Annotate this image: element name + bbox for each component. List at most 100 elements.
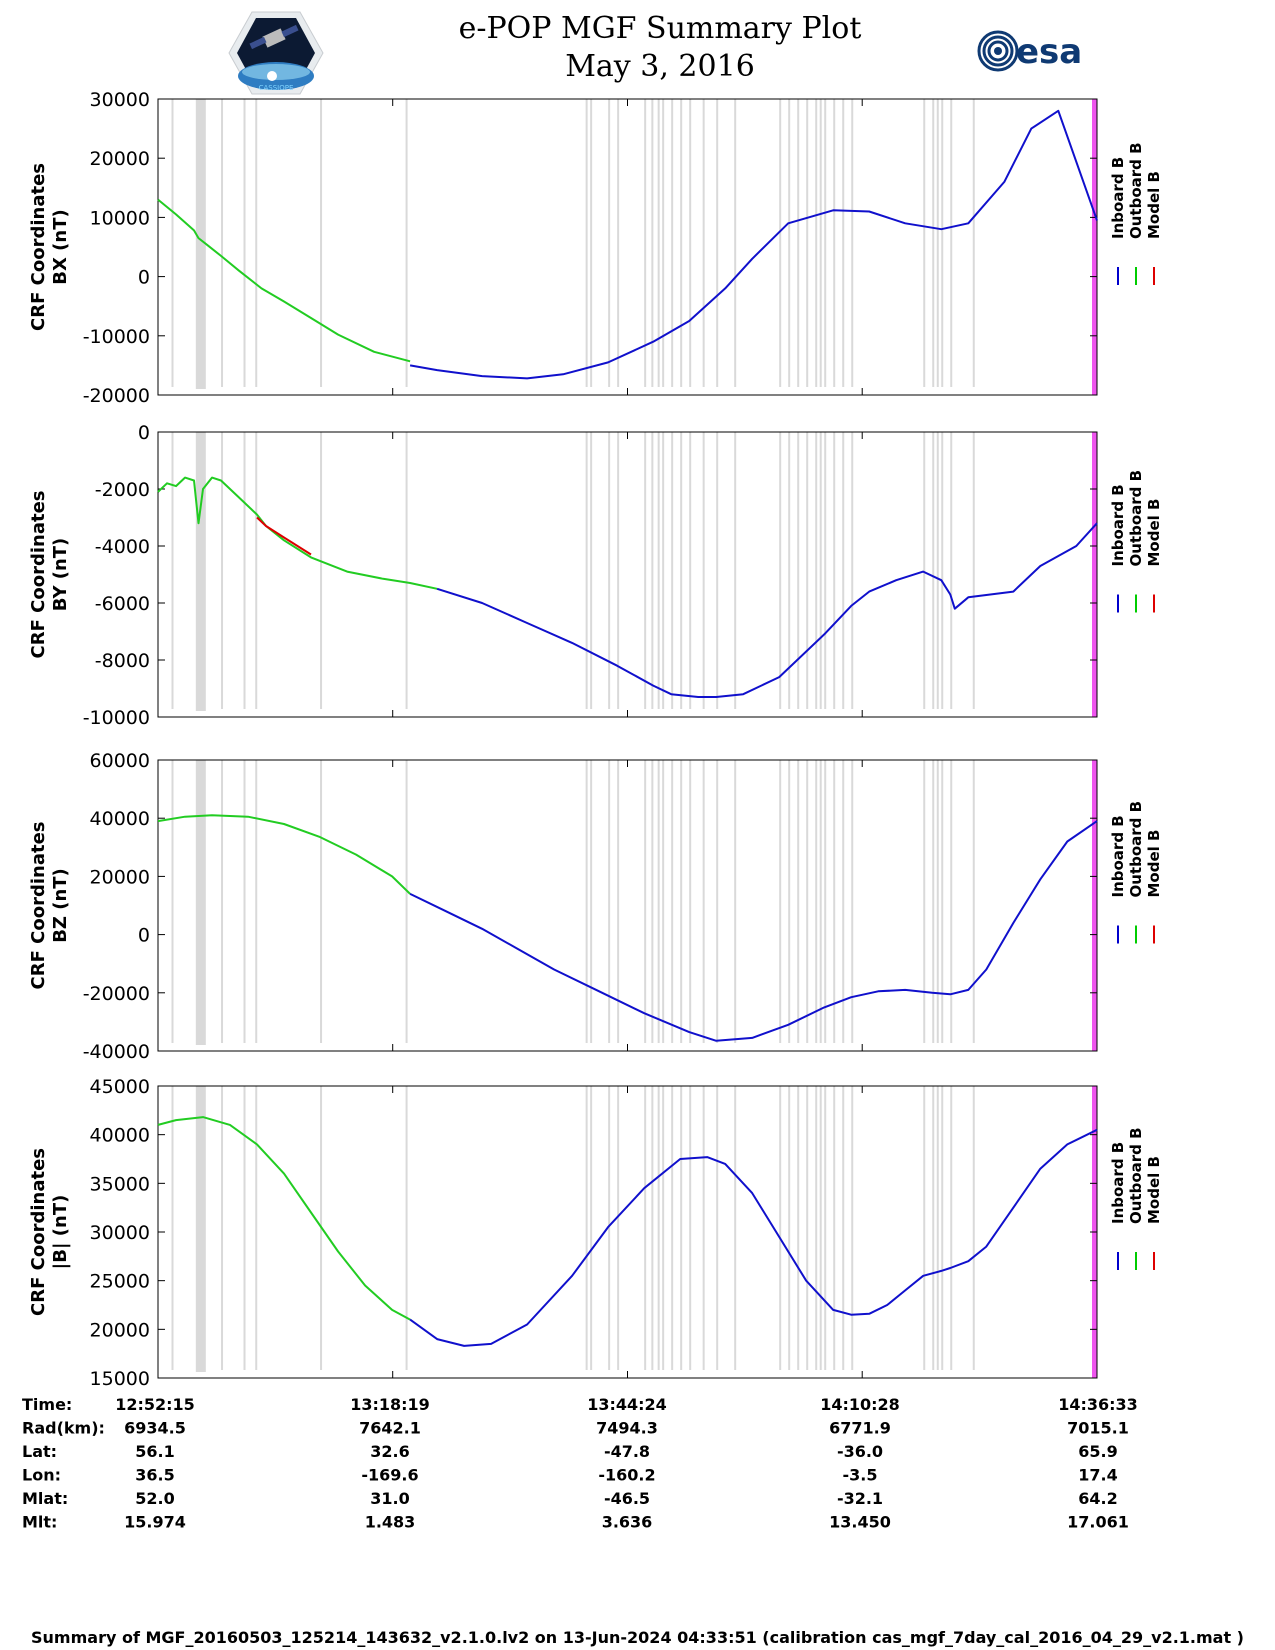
data-gap-band <box>797 760 800 1043</box>
data-gap-band <box>950 99 953 387</box>
data-gap-band <box>941 432 944 709</box>
data-gap-band <box>221 760 224 1043</box>
data-gap-band <box>788 99 791 387</box>
ephemeris-value: 56.1 <box>135 1442 174 1461</box>
y-axis-label: CRF Coordinates <box>28 822 49 990</box>
data-gap-band <box>657 1086 660 1370</box>
data-gap-band <box>923 1086 926 1370</box>
data-gap-band <box>590 1086 593 1370</box>
ephemeris-value: 12:52:15 <box>115 1395 195 1414</box>
data-gap-band <box>819 1086 822 1370</box>
data-gap-band <box>815 1086 818 1370</box>
series-line-outboard-b <box>157 814 411 895</box>
data-gap-band <box>657 432 660 709</box>
ephemeris-value: 13.450 <box>829 1513 891 1532</box>
data-gap-band <box>320 99 323 387</box>
y-tick-label: 35000 <box>90 1173 150 1195</box>
data-gap-band <box>671 99 674 387</box>
data-gap-band <box>243 99 246 387</box>
ephemeris-value: 1.483 <box>365 1513 416 1532</box>
y-tick-label: 25000 <box>90 1271 150 1293</box>
plot-frame <box>157 431 1098 718</box>
data-gap-band <box>608 760 611 1043</box>
data-gap-band <box>644 432 647 709</box>
data-gap-band <box>779 760 782 1043</box>
data-gap-band <box>788 1086 791 1370</box>
plot-frame <box>157 98 1098 396</box>
series-line-model-b <box>256 516 312 556</box>
ephemeris-value: 15.974 <box>124 1513 186 1532</box>
ephemeris-value: 6934.5 <box>124 1419 186 1438</box>
data-gap-band <box>941 1086 944 1370</box>
data-gap-band <box>590 432 593 709</box>
ephemeris-value: 17.061 <box>1067 1513 1129 1532</box>
data-gap-band <box>950 1086 953 1370</box>
data-gap-band <box>734 432 737 709</box>
data-gap-band <box>833 432 836 709</box>
data-gap-band <box>950 432 953 709</box>
y-tick-label: -10000 <box>83 326 150 348</box>
data-gap-band <box>689 432 692 709</box>
data-gap-band <box>702 99 705 387</box>
data-gap-band <box>608 432 611 709</box>
data-gap-band <box>716 760 719 1043</box>
data-gap-band <box>255 760 258 1043</box>
data-gap-band <box>171 1086 174 1370</box>
ephemeris-value: -3.5 <box>843 1466 878 1485</box>
y-tick-label: -40000 <box>83 1041 150 1063</box>
data-gap-band <box>320 760 323 1043</box>
data-gap-band <box>171 760 174 1043</box>
y-tick-label: 30000 <box>90 89 150 111</box>
series-line-outboard-b <box>157 1116 411 1321</box>
data-gap-band <box>680 1086 683 1370</box>
data-gap-band <box>716 1086 719 1370</box>
data-gap-band <box>585 1086 588 1370</box>
data-gap-band <box>851 1086 854 1370</box>
data-gap-band <box>689 1086 692 1370</box>
data-gap-band <box>932 760 935 1043</box>
data-gap-band <box>797 99 800 387</box>
data-gap-band <box>788 760 791 1043</box>
y-axis-label: CRF Coordinates <box>28 491 49 659</box>
data-gap-band <box>608 1086 611 1370</box>
ephemeris-row-label: Lat: <box>22 1442 57 1461</box>
legend-label: Model B <box>1145 499 1163 567</box>
data-gap-band <box>797 432 800 709</box>
data-gap-band <box>657 99 660 387</box>
data-gap-band <box>405 760 408 1043</box>
data-gap-band <box>819 432 822 709</box>
ephemeris-value: -46.5 <box>604 1489 650 1508</box>
legend-label: Model B <box>1145 830 1163 898</box>
data-gap-band <box>779 99 782 387</box>
data-gap-band <box>819 99 822 387</box>
plot-title: e-POP MGF Summary Plot <box>458 11 862 46</box>
footer-summary-note: Summary of MGF_20160503_125214_143632_v2… <box>31 1628 1244 1647</box>
legend-label: Model B <box>1145 171 1163 239</box>
chart-panel-2: 0 -2000 -4000 -6000 -8000 -10000 CRF Coordinat… <box>28 422 1163 729</box>
data-gap-band <box>941 760 944 1043</box>
data-gap-band <box>923 99 926 387</box>
y-tick-label: -10000 <box>83 707 150 729</box>
data-gap-band <box>680 432 683 709</box>
y-tick-label: -20000 <box>83 983 150 1005</box>
data-gap-band <box>221 99 224 387</box>
data-gap-band <box>936 99 939 387</box>
ephemeris-value: -32.1 <box>837 1489 883 1508</box>
data-gap-band <box>651 760 654 1043</box>
legend-label: Outboard B <box>1127 1127 1145 1224</box>
data-gap-band <box>405 432 408 709</box>
series-line-inboard-b <box>436 522 1098 698</box>
data-gap-band <box>824 432 827 709</box>
y-tick-label: 20000 <box>90 866 150 888</box>
y-axis-unit-label: BX (nT) <box>50 209 71 284</box>
data-gap-band <box>941 99 944 387</box>
series-line-outboard-b <box>157 476 438 590</box>
ephemeris-value: 13:18:19 <box>350 1395 430 1414</box>
data-gap-band <box>651 1086 654 1370</box>
data-gap-band <box>734 760 737 1043</box>
legend-label: Inboard B <box>1109 157 1127 239</box>
y-tick-label: 10000 <box>90 207 150 229</box>
data-gap-band <box>824 760 827 1043</box>
